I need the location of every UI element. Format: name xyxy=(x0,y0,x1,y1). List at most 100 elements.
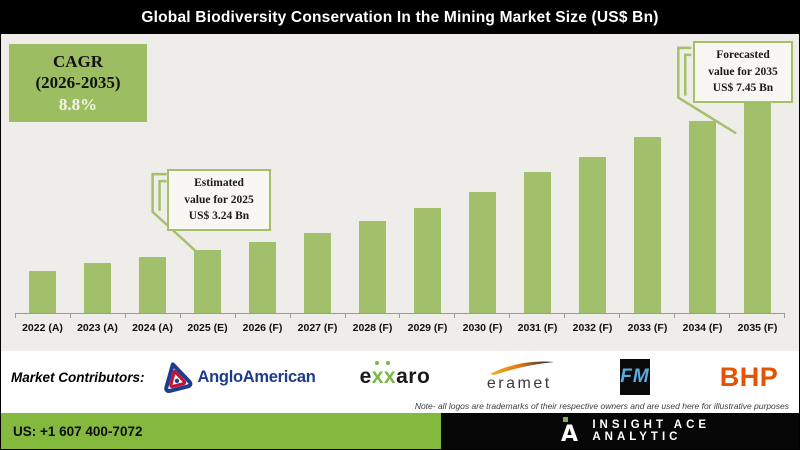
fqm-wordmark: FM xyxy=(620,366,650,387)
eramet-swoosh-icon xyxy=(490,361,555,375)
x-axis-label: 2035 (F) xyxy=(737,322,778,334)
title-bar: Global Biodiversity Conservation In the … xyxy=(1,1,799,34)
annotation-estimated-2025: Estimated value for 2025 US$ 3.24 Bn xyxy=(167,169,271,232)
bar-2022 (A) xyxy=(29,271,56,313)
bar-2031 (F) xyxy=(524,171,551,313)
eramet-logo: eramet xyxy=(482,361,556,393)
insightace-logo-icon: A xyxy=(561,417,580,447)
bar-column xyxy=(345,221,400,313)
bar-column xyxy=(510,171,565,313)
annotation-line: US$ 7.45 Bn xyxy=(712,82,774,95)
axis-tick xyxy=(181,314,236,318)
axis-tick xyxy=(620,314,676,318)
bar-2023 (A) xyxy=(84,263,111,313)
exxaro-xx: xx xyxy=(372,361,396,389)
axis-tick xyxy=(346,314,401,318)
x-axis-label: 2028 (F) xyxy=(352,322,393,334)
market-contributors-strip: Market Contributors: AngloAmerican e xx ar… xyxy=(1,351,799,413)
logo-green-dot xyxy=(563,417,568,422)
logo-letter-a: A xyxy=(561,422,579,447)
bar-2026 (F) xyxy=(249,242,276,313)
annotation-line: value for 2025 xyxy=(184,193,254,206)
cagr-badge: CAGR (2026-2035) 8.8% xyxy=(9,44,147,122)
axis-tick xyxy=(236,314,291,318)
axis-tick xyxy=(400,314,456,318)
bar-2027 (F) xyxy=(304,233,331,313)
annotation-line: Forecasted xyxy=(716,49,770,61)
bar-column xyxy=(290,233,345,313)
cagr-period: (2026-2035) xyxy=(35,73,121,93)
first-quantum-minerals-logo: FM xyxy=(620,359,650,395)
axis-tick xyxy=(675,314,730,318)
bhp-wordmark: BHP xyxy=(719,361,779,392)
bar-column xyxy=(675,120,730,313)
x-axis-label: 2034 (F) xyxy=(682,322,723,334)
cagr-label: CAGR xyxy=(52,52,104,72)
x-axis-label: 2023 (A) xyxy=(77,322,118,334)
bar-column xyxy=(730,98,785,313)
axis-tick xyxy=(565,314,621,318)
brand-name: INSIGHT ACE ANALYTIC xyxy=(592,419,711,443)
bar-2029 (F) xyxy=(414,207,441,313)
bar-plot xyxy=(15,34,785,314)
cagr-value: 8.8% xyxy=(58,94,98,114)
angloamerican-wordmark: AngloAmerican xyxy=(197,367,316,386)
bar-column xyxy=(455,191,510,313)
axis-tick xyxy=(510,314,566,318)
bhp-logo: BHP xyxy=(720,362,779,393)
x-axis-label: 2027 (F) xyxy=(297,322,338,334)
bar-column xyxy=(235,242,290,313)
eramet-wordmark: eramet xyxy=(486,375,552,392)
bar-column xyxy=(565,156,620,313)
bar-2024 (A) xyxy=(139,257,166,313)
bar-column xyxy=(15,271,70,313)
exxaro-letter-e: e xyxy=(359,365,372,388)
axis-tick xyxy=(71,314,126,318)
bar-2028 (F) xyxy=(359,221,386,313)
bar-2035 (F) xyxy=(744,98,771,313)
bar-column xyxy=(620,136,675,313)
angloamerican-logo: AngloAmerican xyxy=(159,360,316,394)
bar-2030 (F) xyxy=(469,191,496,313)
bar-column xyxy=(70,263,125,313)
x-axis-label: 2031 (F) xyxy=(517,322,558,334)
footer-contact-block: US: +1 607 400-7072 xyxy=(1,413,441,449)
chart-area: CAGR (2026-2035) 8.8% Estimated value fo… xyxy=(1,34,799,351)
x-axis-label: 2030 (F) xyxy=(462,322,503,334)
angloamerican-triangle-icon xyxy=(163,362,192,393)
footer-bar: US: +1 607 400-7072 A INSIGHT ACE ANALYT… xyxy=(1,413,799,449)
x-axis-label: 2022 (A) xyxy=(22,322,63,334)
axis-tick xyxy=(126,314,181,318)
bar-2032 (F) xyxy=(579,156,606,313)
market-contributors-label: Market Contributors: xyxy=(11,369,145,385)
x-axis-label: 2025 (E) xyxy=(187,322,228,334)
exxaro-aro: aro xyxy=(396,365,431,388)
exxaro-logo: e xx aro xyxy=(359,361,431,389)
x-axis-label: 2032 (F) xyxy=(572,322,613,334)
bar-2034 (F) xyxy=(689,120,716,313)
page-title: Global Biodiversity Conservation In the … xyxy=(141,8,659,26)
x-axis-label: 2033 (F) xyxy=(627,322,668,334)
bar-column xyxy=(400,207,455,313)
x-axis-label: 2029 (F) xyxy=(407,322,448,334)
bar-column xyxy=(180,250,235,313)
axis-tick xyxy=(291,314,346,318)
x-axis-ticks xyxy=(15,314,785,318)
annotation-line: US$ 3.24 Bn xyxy=(188,210,250,223)
x-axis-label: 2026 (F) xyxy=(242,322,283,334)
bar-2033 (F) xyxy=(634,136,661,313)
axis-tick xyxy=(15,314,71,318)
axis-tick xyxy=(455,314,511,318)
x-axis-labels: 2022 (A) 2023 (A) 2024 (A) 2025 (E) 2026 (F)… xyxy=(15,322,785,334)
trademark-note: Note- all logos are trademarks of their … xyxy=(414,401,789,411)
annotation-line: value for 2035 xyxy=(708,65,778,78)
x-axis-label: 2024 (A) xyxy=(132,322,173,334)
footer-brand-block: A INSIGHT ACE ANALYTIC xyxy=(441,413,799,449)
annotation-line: Estimated xyxy=(194,177,244,189)
bar-2025 (E) xyxy=(194,250,221,313)
annotation-forecast-2035: Forecasted value for 2035 US$ 7.45 Bn xyxy=(693,41,793,104)
bar-column xyxy=(125,257,180,313)
axis-tick xyxy=(730,314,785,318)
phone-number: US: +1 607 400-7072 xyxy=(13,423,143,439)
